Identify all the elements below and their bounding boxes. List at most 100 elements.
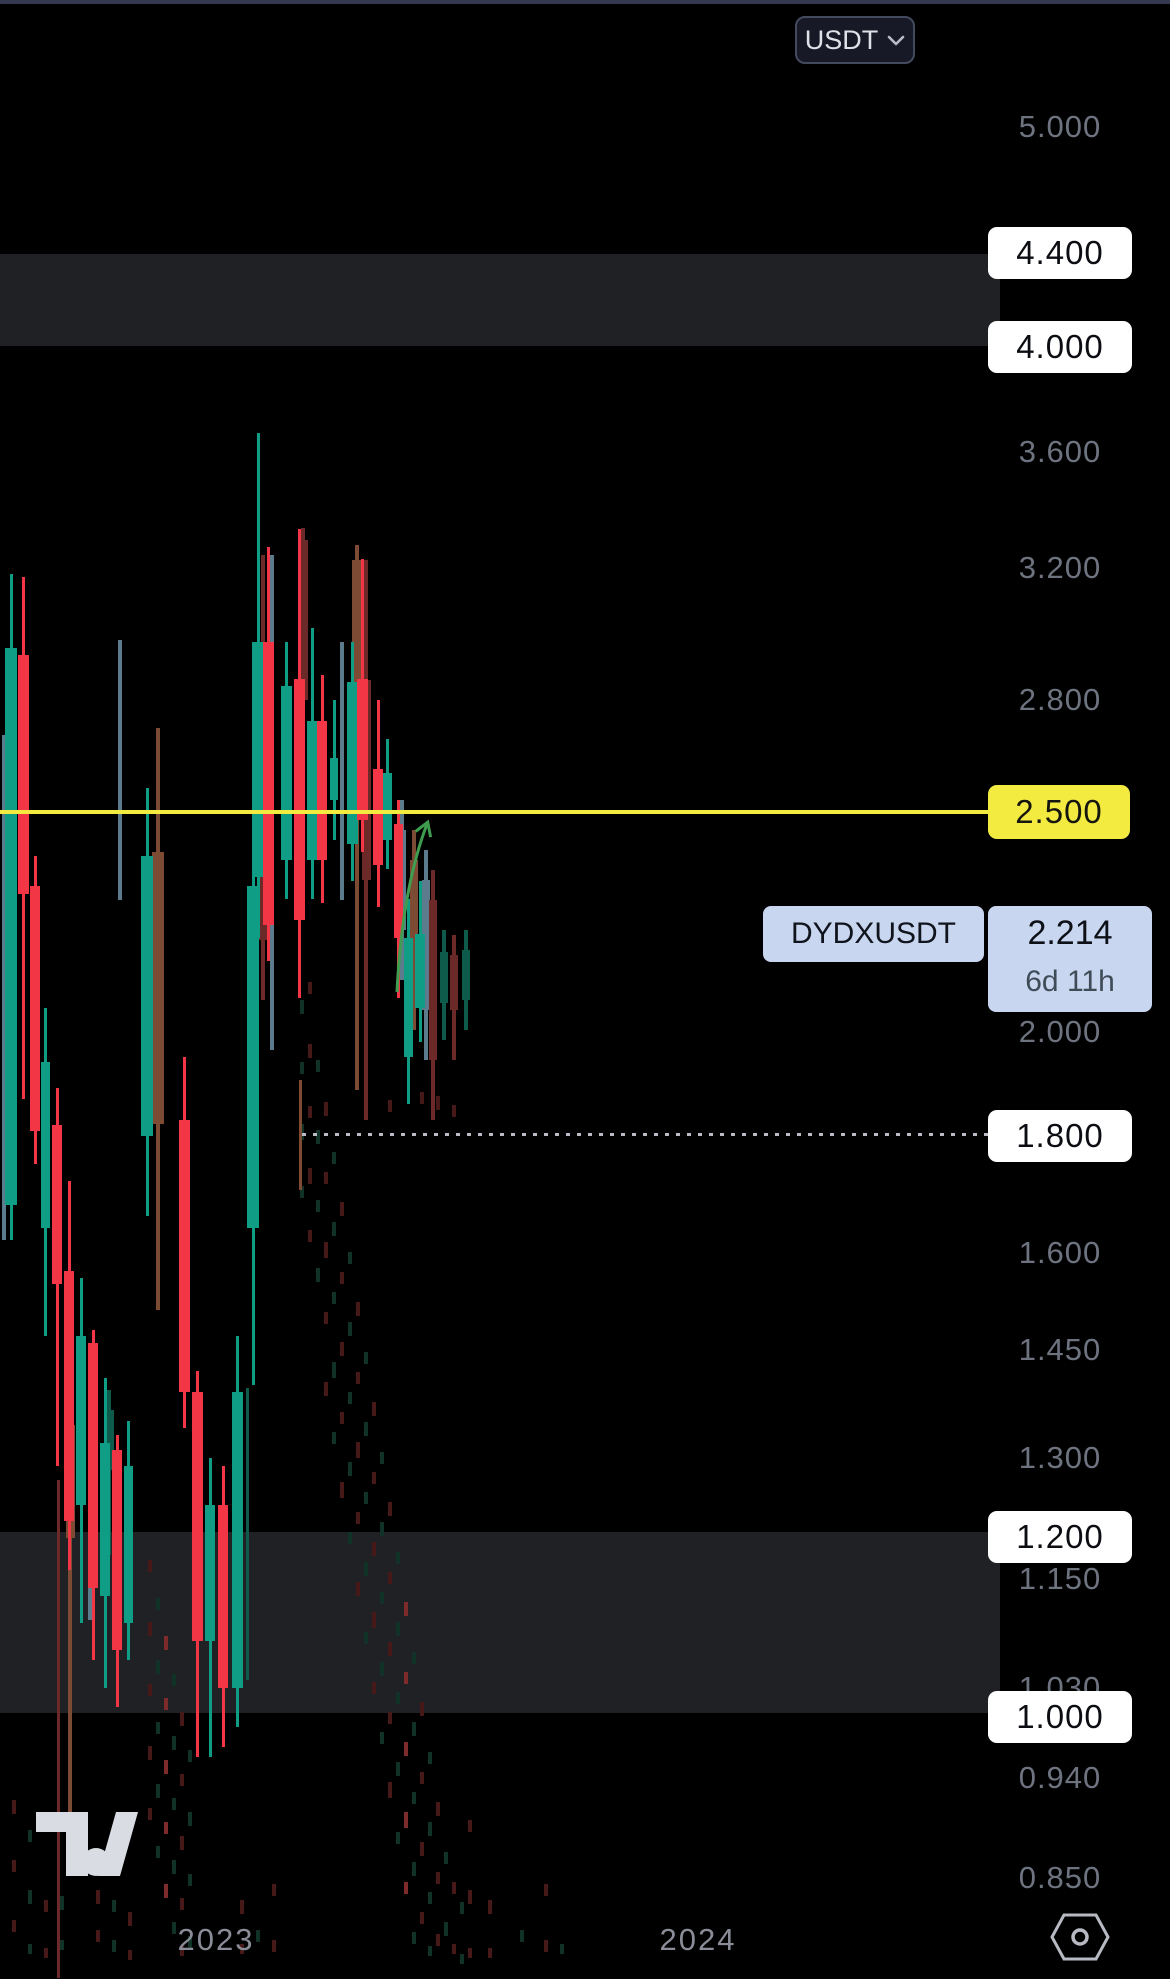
drawings-visibility-icon[interactable] bbox=[1040, 1904, 1120, 1970]
dotted-line-1800[interactable] bbox=[302, 1133, 988, 1136]
time-axis-label: 2023 bbox=[177, 1922, 255, 1957]
status-bar-divider bbox=[0, 0, 1170, 4]
tradingview-logo[interactable] bbox=[28, 1804, 140, 1882]
currency-selector-button[interactable]: USDT bbox=[795, 16, 915, 64]
candle bbox=[52, 1125, 62, 1284]
ghost-bar bbox=[412, 1722, 416, 1736]
ghost-bar bbox=[340, 1272, 344, 1284]
candle bbox=[205, 1505, 215, 1641]
ghost-bar bbox=[420, 1702, 424, 1716]
ghost-bar bbox=[156, 1722, 160, 1734]
price-level-label: 4.400 bbox=[988, 227, 1132, 279]
price-tick: 2.800 bbox=[1018, 682, 1102, 717]
candle bbox=[252, 642, 264, 877]
overlay-wick bbox=[2, 735, 6, 1240]
ghost-bar bbox=[112, 1900, 116, 1912]
ghost-bar bbox=[324, 1172, 328, 1184]
ghost-bar bbox=[388, 1502, 392, 1516]
ghost-bar bbox=[420, 1912, 424, 1924]
ghost-bar bbox=[544, 1940, 548, 1952]
ghost-bar bbox=[388, 1100, 392, 1112]
candle bbox=[373, 769, 383, 865]
ghost-bar bbox=[356, 1442, 360, 1458]
ghost-bar bbox=[460, 1902, 464, 1914]
overlay-candle bbox=[422, 880, 430, 1010]
ghost-bar bbox=[272, 1940, 276, 1952]
current-price-label: 2.214 6d 11h bbox=[988, 906, 1152, 1012]
ghost-bar bbox=[188, 1750, 192, 1762]
price-tick: 1.450 bbox=[1018, 1332, 1102, 1367]
ghost-bar bbox=[436, 1872, 440, 1884]
overlay-wick bbox=[246, 1388, 249, 1680]
ghost-bar bbox=[436, 1096, 440, 1110]
price-tick: 3.200 bbox=[1018, 550, 1102, 585]
candle bbox=[141, 856, 153, 1136]
ghost-bar bbox=[180, 1946, 184, 1956]
ghost-bar bbox=[420, 1772, 424, 1784]
ghost-bar bbox=[364, 1492, 368, 1504]
ghost-bar bbox=[28, 1944, 32, 1954]
ghost-bar bbox=[180, 1898, 184, 1910]
ghost-bar bbox=[372, 1472, 376, 1484]
ghost-bar bbox=[180, 1836, 184, 1850]
ghost-bar bbox=[148, 1560, 152, 1572]
ghost-bar bbox=[164, 1636, 168, 1650]
ghost-bar bbox=[404, 1742, 408, 1756]
symbol-label: DYDXUSDT bbox=[763, 906, 984, 962]
ghost-bar bbox=[308, 982, 312, 994]
candle bbox=[124, 1466, 133, 1623]
ghost-bar bbox=[364, 1632, 368, 1644]
ghost-bar bbox=[468, 1890, 472, 1904]
candle bbox=[218, 1505, 228, 1688]
ghost-bar bbox=[172, 1736, 176, 1750]
candle bbox=[5, 648, 17, 1205]
ghost-bar bbox=[340, 1482, 344, 1498]
ghost-bar bbox=[380, 1662, 384, 1676]
yellow-level-label: 2.500 bbox=[988, 785, 1130, 839]
ghost-bar bbox=[488, 1948, 492, 1958]
ghost-bar bbox=[452, 1882, 456, 1894]
ghost-bar bbox=[396, 1552, 400, 1564]
price-level-label: 1.000 bbox=[988, 1691, 1132, 1743]
overlay-candle bbox=[105, 1410, 114, 1470]
candle bbox=[247, 886, 259, 1228]
ghost-bar bbox=[148, 1622, 152, 1636]
ghost-bar bbox=[148, 1684, 152, 1696]
ghost-bar bbox=[28, 1830, 32, 1842]
ghost-bar bbox=[364, 1422, 368, 1436]
ghost-bar bbox=[372, 1402, 376, 1416]
ghost-bar bbox=[172, 1674, 176, 1686]
price-level-label: 1.200 bbox=[988, 1511, 1132, 1563]
ghost-bar bbox=[488, 1900, 492, 1914]
candle bbox=[64, 1271, 74, 1521]
overlay-candle bbox=[410, 860, 418, 990]
ghost-bar bbox=[348, 1462, 352, 1476]
price-tick: 1.300 bbox=[1018, 1440, 1102, 1475]
ghost-bar bbox=[164, 1698, 168, 1710]
ghost-bar bbox=[240, 1900, 244, 1914]
ghost-bar bbox=[156, 1660, 160, 1674]
ghost-bar bbox=[300, 1000, 304, 1014]
ghost-bar bbox=[396, 1762, 400, 1776]
highlight-zone bbox=[0, 254, 1000, 346]
candle bbox=[383, 773, 392, 840]
ghost-bar bbox=[180, 1712, 184, 1726]
ghost-bar bbox=[372, 1542, 376, 1556]
candle bbox=[294, 679, 305, 920]
candle bbox=[100, 1443, 110, 1596]
ghost-bar bbox=[172, 1798, 176, 1810]
ghost-bar bbox=[388, 1782, 392, 1798]
horizontal-line-2500[interactable] bbox=[0, 810, 990, 814]
ghost-bar bbox=[148, 1746, 152, 1760]
candle bbox=[41, 1062, 50, 1228]
ghost-bar bbox=[412, 1932, 416, 1944]
candle bbox=[192, 1392, 203, 1641]
currency-label: USDT bbox=[804, 24, 879, 55]
ghost-bar bbox=[388, 1712, 392, 1724]
ghost-bar bbox=[560, 1944, 564, 1954]
trend-arrow-path[interactable] bbox=[395, 819, 433, 993]
ghost-bar bbox=[380, 1732, 384, 1744]
overlay-wick bbox=[118, 640, 122, 900]
